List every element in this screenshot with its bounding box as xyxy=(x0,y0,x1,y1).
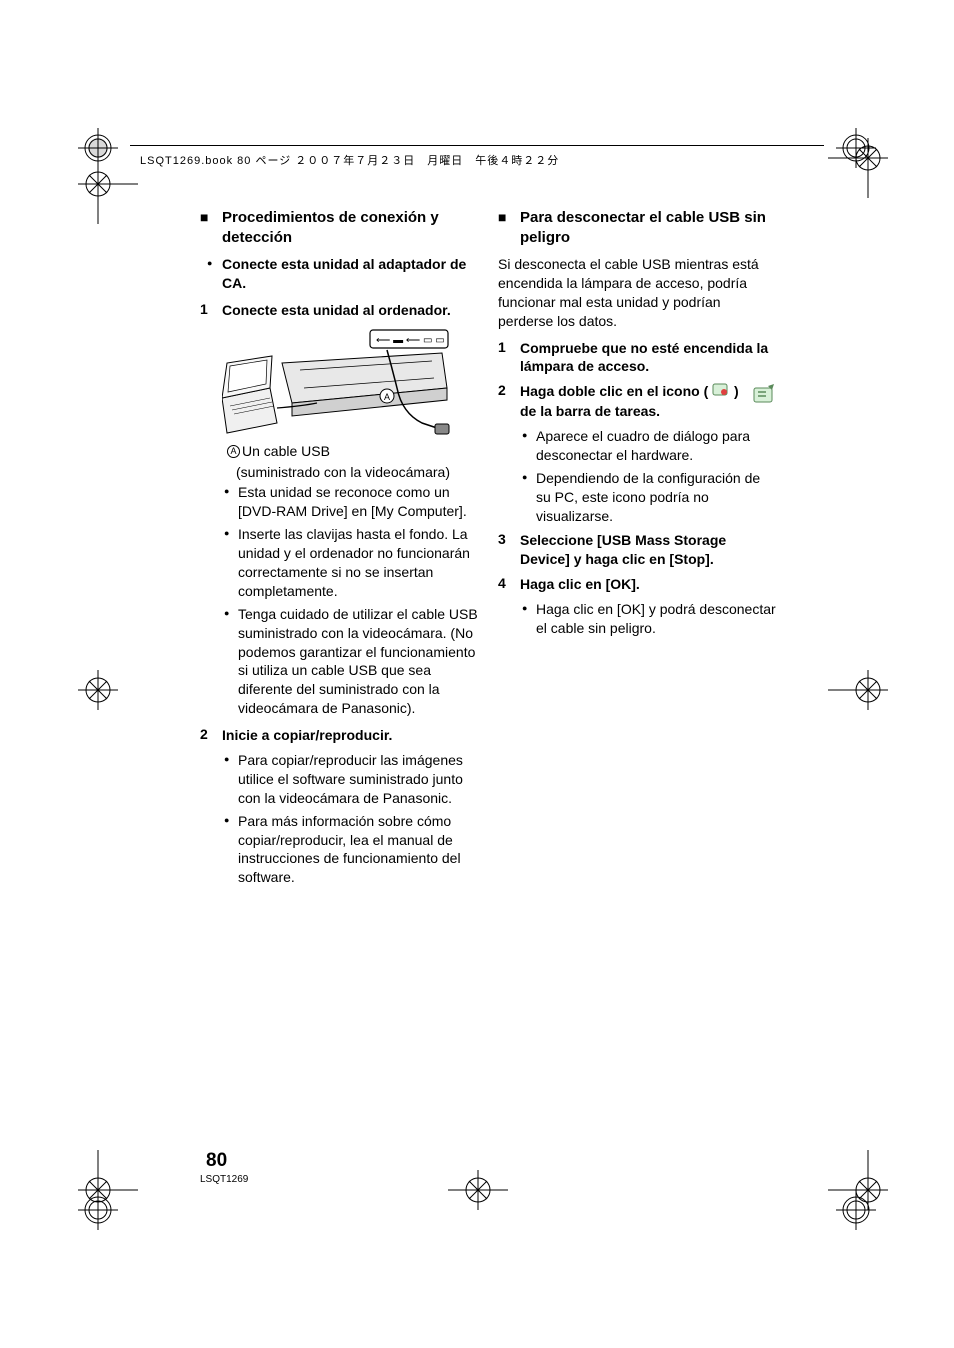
right-step-4: 4 Haga clic en [OK]. xyxy=(498,575,778,594)
step-num: 4 xyxy=(498,575,520,594)
taskbar-large-icon xyxy=(752,382,778,413)
right-column: Para desconectar el cable USB sin peligr… xyxy=(498,208,778,891)
crop-line-bl xyxy=(78,1150,138,1210)
page-number: 80 xyxy=(206,1150,227,1172)
left-sb4: Para copiar/reproducir las imágenes util… xyxy=(200,751,480,808)
content: Procedimientos de conexión y detección C… xyxy=(200,208,780,891)
diagram-caption: AUn cable USB xyxy=(200,442,480,461)
right-sb1: Aparece el cuadro de diálogo para descon… xyxy=(498,427,778,465)
svg-text:A: A xyxy=(384,392,390,402)
right-step-2: 2 Haga doble clic en el icono ( ) de la … xyxy=(498,382,778,421)
step-num: 1 xyxy=(200,301,222,320)
left-sb5: Para más información sobre cómo copiar/r… xyxy=(200,812,480,888)
crop-mark-ml xyxy=(78,670,118,710)
left-step-2: 2 Inicie a copiar/reproducir. xyxy=(200,726,480,745)
step-text: Inicie a copiar/reproducir. xyxy=(222,726,480,745)
diagram-caption-2: (suministrado con la videocámara) xyxy=(200,463,480,482)
left-sb1: Esta unidad se reconoce como un [DVD-RAM… xyxy=(200,483,480,521)
step-text: Seleccione [USB Mass Storage Device] y h… xyxy=(520,531,778,569)
header-text: LSQT1269.book 80 ページ ２００７年７月２３日 月曜日 午後４時… xyxy=(140,152,559,168)
left-step-1: 1 Conecte esta unidad al ordenador. xyxy=(200,301,480,320)
left-sb2: Inserte las clavijas hasta el fondo. La … xyxy=(200,525,480,601)
right-body: Si desconecta el cable USB mientras está… xyxy=(498,255,778,331)
right-sb3: Haga clic en [OK] y podrá desconectar el… xyxy=(498,600,778,638)
left-heading: Procedimientos de conexión y detección xyxy=(200,208,480,247)
step-num: 1 xyxy=(498,339,520,377)
step-num: 2 xyxy=(200,726,222,745)
svg-text:⟵ ▬ ⟵ ▭ ▭: ⟵ ▬ ⟵ ▭ ▭ xyxy=(376,335,445,346)
circle-a-label: A xyxy=(227,445,240,458)
header-rule xyxy=(130,145,824,146)
page-code: LSQT1269 xyxy=(200,1174,248,1185)
left-sb3: Tenga cuidado de utilizar el cable USB s… xyxy=(200,605,480,718)
step-text: Conecte esta unidad al ordenador. xyxy=(222,301,480,320)
step-text: Haga clic en [OK]. xyxy=(520,575,778,594)
left-bullet-1: Conecte esta unidad al adaptador de CA. xyxy=(200,255,480,293)
crop-register-tr xyxy=(828,138,888,198)
taskbar-small-icon xyxy=(712,383,730,402)
right-sb2: Dependiendo de la configuración de su PC… xyxy=(498,469,778,526)
step2-text-a: Haga doble clic en el icono ( xyxy=(520,383,708,399)
connection-diagram: ⟵ ▬ ⟵ ▭ ▭ A xyxy=(222,328,452,438)
step-num: 3 xyxy=(498,531,520,569)
crop-mark-bc xyxy=(448,1170,508,1210)
right-heading: Para desconectar el cable USB sin peligr… xyxy=(498,208,778,247)
step-num: 2 xyxy=(498,382,520,421)
cable-caption: Un cable USB xyxy=(242,443,330,459)
right-step-1: 1 Compruebe que no esté encendida la lám… xyxy=(498,339,778,377)
step-text: Compruebe que no esté encendida la lámpa… xyxy=(520,339,778,377)
crop-mark-mr xyxy=(828,670,888,710)
left-column: Procedimientos de conexión y detección C… xyxy=(200,208,480,891)
step-text: Haga doble clic en el icono ( ) de la ba… xyxy=(520,382,778,421)
right-step-3: 3 Seleccione [USB Mass Storage Device] y… xyxy=(498,531,778,569)
crop-line-tl xyxy=(78,164,138,224)
crop-line-br xyxy=(828,1150,888,1210)
crop-mark-tl xyxy=(78,128,118,168)
